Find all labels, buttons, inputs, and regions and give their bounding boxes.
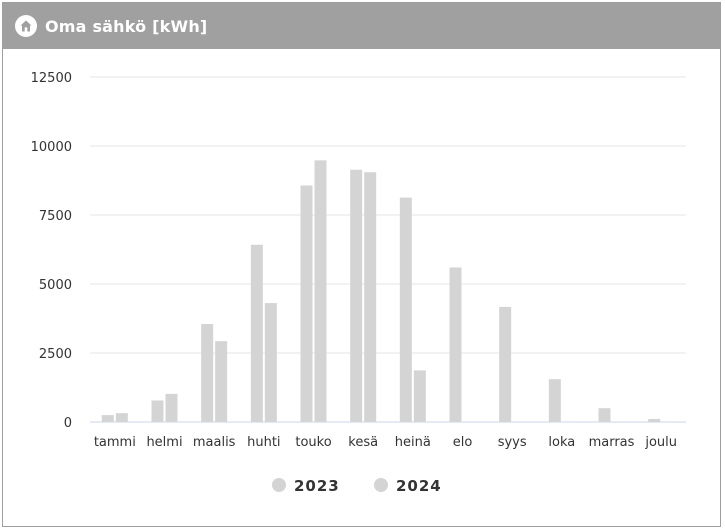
bar-2023-kesä [350, 169, 363, 422]
bar-2023-helmi [151, 400, 164, 422]
x-tick-label: syys [498, 435, 527, 450]
card-title: Oma sähkö [kWh] [45, 16, 208, 36]
card-header: Oma sähkö [kWh] [3, 3, 720, 49]
x-tick-label: huhti [247, 435, 280, 450]
bar-2023-marras [598, 408, 611, 422]
bar-2023-maalis [201, 324, 214, 422]
x-tick-label: joulu [644, 435, 677, 450]
x-tick-label: touko [295, 435, 331, 450]
bar-2023-tammi [101, 415, 114, 422]
bar-2024-maalis [215, 341, 228, 422]
bar-2023-elo [449, 267, 462, 422]
y-tick-label: 2500 [39, 347, 72, 362]
x-tick-label: loka [548, 435, 575, 450]
x-tick-label: tammi [94, 435, 136, 450]
x-tick-label: heinä [395, 435, 431, 450]
y-tick-label: 7500 [39, 209, 72, 224]
y-tick-label: 12500 [31, 71, 72, 86]
x-tick-label: elo [453, 435, 473, 450]
bar-2024-kesä [364, 172, 377, 422]
y-tick-label: 10000 [31, 140, 72, 155]
x-tick-label: maalis [193, 435, 236, 450]
legend-label-2024: 2024 [396, 477, 442, 495]
bar-2023-joulu [648, 418, 661, 422]
bar-2024-heinä [413, 370, 426, 422]
legend-label-2023: 2023 [294, 477, 340, 495]
bar-2023-loka [548, 379, 561, 422]
bar-2024-touko [314, 160, 327, 423]
bar-2023-huhti [250, 244, 263, 422]
bar-2024-tammi [115, 413, 128, 422]
bar-2023-syys [499, 306, 512, 422]
bar-2023-touko [300, 185, 313, 422]
y-tick-label: 5000 [39, 278, 72, 293]
x-tick-label: kesä [348, 435, 378, 450]
bar-2024-helmi [165, 393, 178, 422]
x-tick-label: helmi [146, 435, 182, 450]
x-tick-label: marras [589, 435, 635, 450]
legend-marker-2024 [374, 478, 388, 492]
y-tick-label: 0 [64, 416, 72, 431]
bar-2023-heinä [399, 197, 412, 422]
bar-2024-huhti [264, 303, 277, 422]
legend-marker-2023 [272, 478, 286, 492]
home-icon [15, 15, 37, 37]
